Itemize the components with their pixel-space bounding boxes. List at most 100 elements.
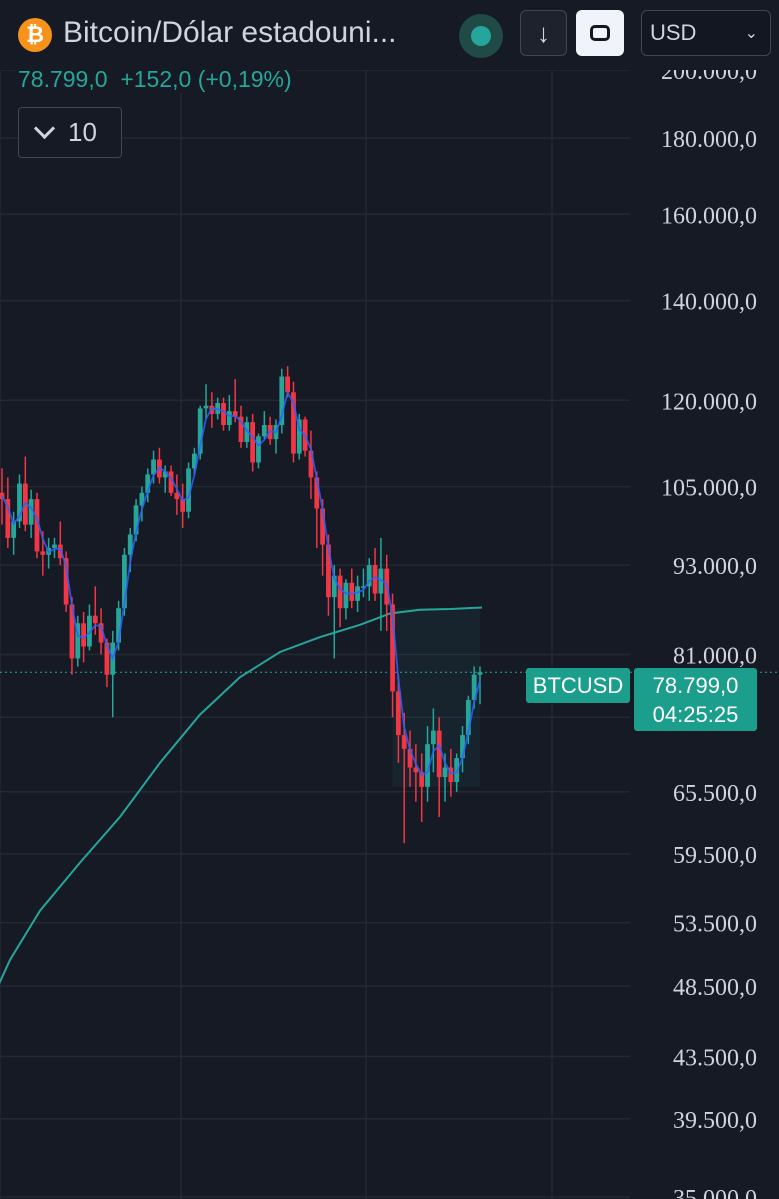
candle-body xyxy=(191,453,197,469)
candle-body xyxy=(465,699,471,736)
candle-body xyxy=(75,623,81,659)
candle-body xyxy=(238,416,244,443)
candle-body xyxy=(139,492,145,506)
bar-countdown: 04:25:25 xyxy=(652,701,739,727)
candle-body xyxy=(168,471,174,493)
moving-average-layer xyxy=(0,606,483,985)
candle-body xyxy=(87,615,92,647)
candle-body xyxy=(127,534,133,555)
arrow-down-icon: ↓ xyxy=(537,17,550,48)
candle-body xyxy=(448,767,454,782)
fast-line-layer xyxy=(1,389,481,776)
download-button[interactable]: ↓ xyxy=(520,10,567,56)
candle-body xyxy=(203,405,209,409)
candle-body xyxy=(116,608,121,643)
candle-body xyxy=(197,408,203,454)
last-price-value: 78.799,0 xyxy=(652,672,739,698)
price-change: +152,0 (+0,19%) xyxy=(120,66,292,92)
price-axis-label: 53.500,0 xyxy=(673,912,757,938)
candle-body xyxy=(226,411,232,426)
price-axis-label: 160.000,0 xyxy=(661,203,757,229)
candle-body xyxy=(460,735,465,759)
candle-body xyxy=(63,558,69,605)
current-price: 78.799,0 xyxy=(18,66,108,92)
candle-body xyxy=(17,483,22,522)
candle-body xyxy=(361,586,366,588)
moving-average-line xyxy=(0,606,483,985)
candle-body xyxy=(395,691,401,736)
candle-body xyxy=(133,505,139,535)
price-axis-label: 65.500,0 xyxy=(673,781,757,807)
candle-body xyxy=(244,422,250,443)
candle-body xyxy=(366,565,372,587)
candle-body xyxy=(419,772,425,787)
price-axis-label: 93.000,0 xyxy=(673,554,757,580)
candle-body xyxy=(471,674,477,700)
fullscreen-button[interactable] xyxy=(576,10,624,56)
candle-body xyxy=(151,459,156,475)
candle-body xyxy=(343,582,349,609)
candle-body xyxy=(326,544,331,598)
interval-toggle-button[interactable]: 10 xyxy=(18,107,122,158)
candle-body xyxy=(291,392,296,454)
frame-icon xyxy=(590,25,610,41)
fast-line xyxy=(1,389,481,776)
candle-body xyxy=(174,492,180,500)
candle-body xyxy=(221,402,226,426)
candle-body xyxy=(279,376,285,426)
candle-body xyxy=(430,730,436,745)
candle-body xyxy=(308,450,314,478)
candle-body xyxy=(436,730,442,778)
candle-body xyxy=(162,471,168,478)
candle-body xyxy=(122,554,127,609)
candle-body xyxy=(390,604,395,692)
candle-body xyxy=(349,582,355,601)
price-axis-label: 81.000,0 xyxy=(673,643,757,669)
candle-body xyxy=(314,477,320,509)
candle-body xyxy=(331,575,337,598)
candle-body xyxy=(5,499,11,538)
price-axis-label: 43.500,0 xyxy=(673,1045,757,1071)
price-axis-label: 39.500,0 xyxy=(673,1108,757,1134)
candle-body xyxy=(52,544,57,548)
market-status-icon[interactable] xyxy=(459,14,503,58)
candle-body xyxy=(296,419,302,454)
price-axis-label: 140.000,0 xyxy=(661,290,757,316)
price-axis-label: 105.000,0 xyxy=(661,476,757,502)
candle-body xyxy=(69,604,75,659)
drawdown-shade xyxy=(392,608,480,787)
candle-body xyxy=(104,642,110,675)
candle-body xyxy=(28,499,34,525)
candle-body xyxy=(401,735,407,749)
price-axis-label: 59.500,0 xyxy=(673,843,757,869)
candle-body xyxy=(337,575,343,609)
bitcoin-icon: ₿ xyxy=(18,18,52,52)
last-price-tag: 78.799,0 04:25:25 xyxy=(634,668,757,731)
candle-body xyxy=(145,474,151,493)
candle-body xyxy=(250,422,256,463)
interval-value: 10 xyxy=(68,117,97,147)
currency-select[interactable]: USD ⌄ xyxy=(641,10,771,56)
price-axis-label: 120.000,0 xyxy=(661,389,757,415)
status-dot xyxy=(471,26,491,46)
candle-body xyxy=(442,767,448,778)
price-quote: 78.799,0 +152,0 (+0,19%) xyxy=(18,66,296,93)
candle-body xyxy=(34,499,40,552)
chevron-down-icon: ⌄ xyxy=(744,25,758,42)
candle-body xyxy=(40,551,46,555)
candle-body xyxy=(186,468,191,512)
candle-body xyxy=(355,586,360,601)
candle-body xyxy=(232,411,238,417)
candle-body xyxy=(285,376,291,393)
currency-label: USD xyxy=(650,20,697,45)
candle-body xyxy=(320,508,326,545)
chevron-down-icon xyxy=(33,117,56,140)
candle-body xyxy=(425,744,430,787)
price-axis: 200.000,0180.000,0160.000,0140.000,0120.… xyxy=(661,59,757,1199)
candle-body xyxy=(98,623,104,643)
symbol-title[interactable]: Bitcoin/Dólar estadouni... xyxy=(63,16,397,49)
candle-body xyxy=(180,499,186,512)
candle-body xyxy=(372,565,378,594)
candle-body xyxy=(261,425,267,437)
